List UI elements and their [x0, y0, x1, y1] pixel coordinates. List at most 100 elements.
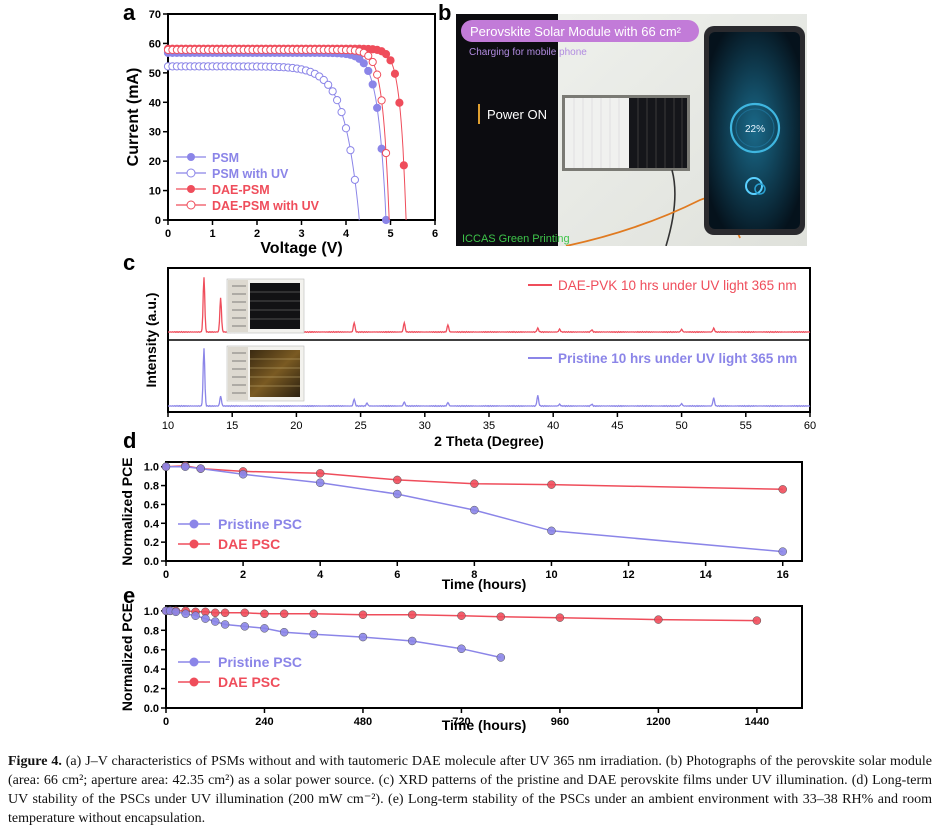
- series-point-0: [210, 617, 220, 626]
- y-tick-label: 0.4: [144, 518, 160, 530]
- series-point-0: [279, 627, 289, 637]
- y-tick-label: 0.0: [144, 703, 159, 715]
- series-point-2: [390, 69, 400, 78]
- y-tick-label: 60: [149, 38, 161, 50]
- banner-pill: [461, 20, 699, 42]
- y-tick-label: 1.0: [144, 606, 159, 618]
- uv-stability-chart: 0 2 4 6 8 10 12 14 16 0.0 0.2 0.4 0.6 0.8 1.0 Time (hou…: [119, 457, 803, 592]
- series-point-0: [196, 464, 205, 473]
- legend-label: PSM: [212, 151, 239, 165]
- legend-marker: [189, 519, 199, 529]
- figure-caption: Figure 4. (a) J–V characteristics of PSM…: [8, 752, 932, 828]
- y-tick-label: 30: [149, 127, 161, 139]
- x-tick-label: 1200: [646, 716, 670, 728]
- x-tick-label: 0: [165, 228, 171, 240]
- y-tick-label: 70: [149, 9, 161, 21]
- series-point-0: [364, 66, 373, 76]
- series-point-0: [240, 622, 250, 631]
- x-axis-label: Voltage (V): [260, 240, 342, 257]
- series-point-0: [373, 103, 382, 112]
- series-point-1: [778, 485, 787, 494]
- y-tick-label: 0: [155, 215, 161, 227]
- series-point-3: [368, 57, 377, 67]
- series-point-1: [309, 609, 318, 619]
- y-tick-label: 50: [149, 68, 161, 80]
- x-axis-label: Time (hours): [442, 576, 527, 592]
- series-line-3: [168, 49, 390, 221]
- x-tick-label: 10: [162, 420, 174, 432]
- x-tick-label: 35: [483, 420, 495, 432]
- y-tick-label: 0.4: [144, 664, 160, 676]
- x-tick-label: 5: [387, 228, 393, 240]
- series-point-1: [260, 609, 269, 619]
- x-tick-label: 10: [545, 569, 557, 581]
- series-line-0: [168, 52, 387, 221]
- x-tick-label: 0: [163, 569, 169, 581]
- y-tick-label: 40: [149, 97, 161, 109]
- series-point-3: [377, 96, 386, 105]
- x-axis-label: 2 Theta (Degree): [434, 433, 544, 449]
- x-tick-label: 40: [547, 420, 559, 432]
- series-point-1: [358, 610, 368, 619]
- series-point-0: [181, 462, 190, 471]
- series-point-0: [496, 653, 506, 662]
- y-tick-label: 0.6: [144, 499, 159, 511]
- series-point-0: [161, 462, 171, 471]
- series-point-0: [201, 614, 210, 623]
- y-tick-label: 0.2: [144, 537, 159, 549]
- power-on-label: Power ON: [487, 107, 547, 122]
- series-point-3: [373, 70, 382, 79]
- panel-letter-e: e: [123, 583, 135, 608]
- series-point-0: [315, 478, 325, 487]
- x-tick-label: 960: [551, 716, 569, 728]
- series-point-0: [309, 629, 318, 639]
- series-point-3: [364, 51, 373, 60]
- series-point-2: [399, 161, 408, 170]
- plot-frame: [165, 461, 803, 562]
- inset-photo-dae: [226, 278, 305, 334]
- series-point-1: [407, 610, 417, 619]
- legend-label: PSM with UV: [212, 167, 289, 181]
- legend-marker: [189, 657, 199, 667]
- legend-label: Pristine PSC: [218, 516, 302, 532]
- x-tick-label: 45: [611, 420, 623, 432]
- series-point-1: [341, 124, 351, 133]
- series-point-1: [350, 175, 359, 184]
- series-point-1: [547, 480, 556, 489]
- y-tick-label: 0.8: [144, 481, 159, 493]
- series-point-2: [381, 50, 391, 59]
- series-point-0: [368, 80, 377, 89]
- x-tick-label: 50: [675, 420, 687, 432]
- x-tick-label: 240: [255, 716, 273, 728]
- watermark: ICCAS Green Printing: [462, 233, 570, 245]
- series-point-1: [279, 609, 289, 619]
- x-tick-label: 14: [700, 569, 713, 581]
- x-tick-label: 8: [471, 569, 477, 581]
- legend-label: DAE PSC: [218, 674, 280, 690]
- x-tick-label: 20: [290, 420, 302, 432]
- x-tick-label: 3: [298, 228, 304, 240]
- figure-4: a b c d e 0 1 2 3 4 5 6010203040506070Voltage …: [119, 0, 816, 733]
- y-tick-label: 20: [149, 156, 161, 168]
- legend-label: DAE-PVK 10 hrs under UV light 365 nm: [558, 278, 797, 293]
- legend-marker: [187, 185, 195, 193]
- series-point-0: [359, 59, 368, 68]
- series-point-0: [778, 547, 787, 556]
- x-tick-label: 15: [226, 420, 238, 432]
- series-point-1: [315, 469, 325, 478]
- series-point-0: [407, 636, 417, 646]
- xrd-chart: 10 15 20 25 30 35 40 45 50 55 60 2 Theta (Degree) In…: [143, 267, 816, 449]
- y-axis-label: Normalized PCE: [119, 603, 135, 711]
- panel-letter-d: d: [123, 428, 136, 453]
- series-point-1: [393, 475, 402, 485]
- series-point-1: [470, 479, 479, 488]
- x-tick-label: 480: [354, 716, 372, 728]
- series-point-0: [470, 505, 479, 515]
- x-tick-label: 1: [209, 228, 215, 240]
- series-point-1: [240, 608, 250, 618]
- series-point-0: [457, 644, 466, 653]
- y-axis-label: Intensity (a.u.): [143, 293, 159, 388]
- plot-frame: [165, 605, 803, 709]
- inset-photo-pristine: [226, 345, 305, 402]
- series-point-0: [547, 526, 556, 536]
